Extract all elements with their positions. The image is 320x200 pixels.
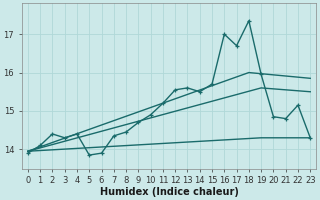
X-axis label: Humidex (Indice chaleur): Humidex (Indice chaleur)	[100, 187, 238, 197]
